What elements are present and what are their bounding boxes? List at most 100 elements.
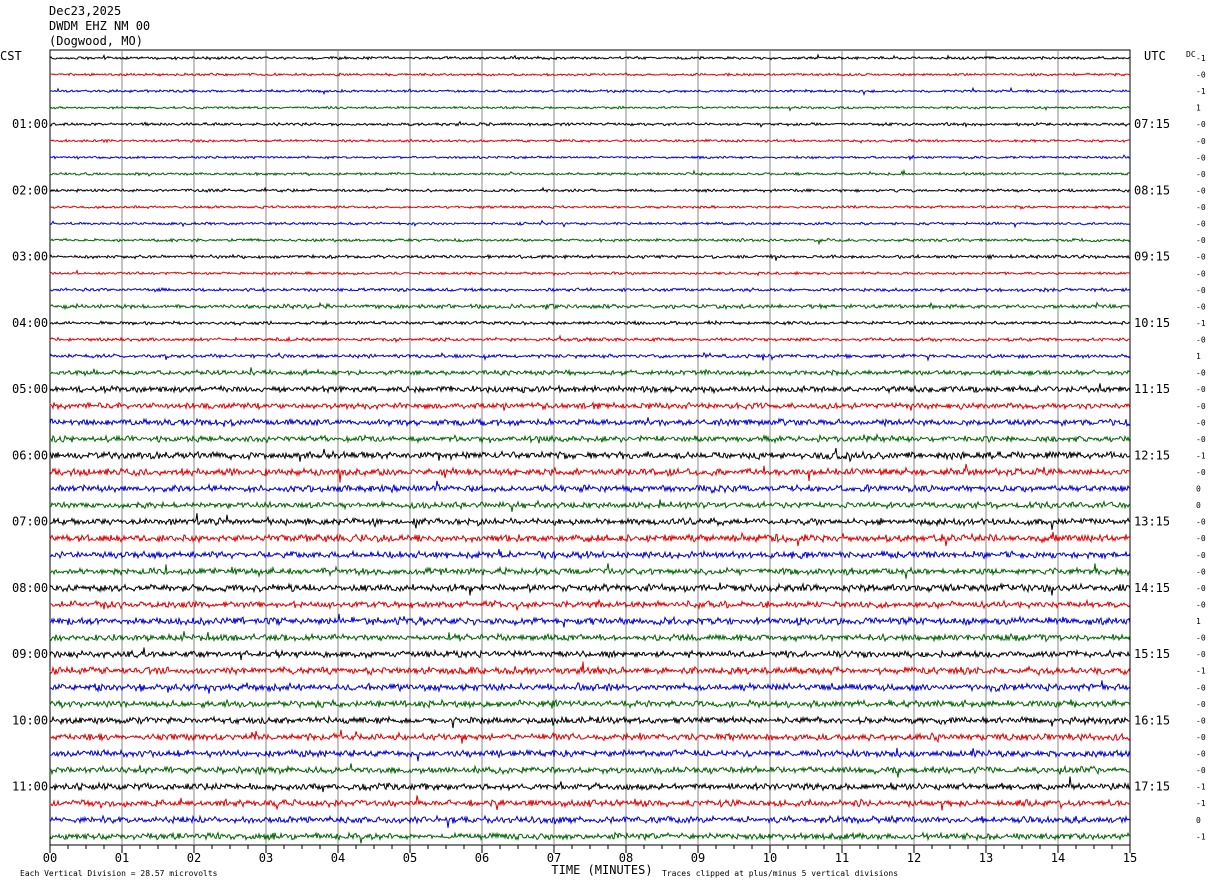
trace-line — [49, 154, 1131, 161]
dc-offset-label: -0 — [1196, 170, 1206, 179]
dc-offset-label: -0 — [1196, 750, 1206, 759]
dc-offset-label: -1 — [1196, 54, 1206, 63]
x-tick-label: 09 — [691, 851, 705, 865]
x-tick-label: 15 — [1123, 851, 1137, 865]
trace-line — [49, 680, 1131, 694]
dc-offset-label: -1 — [1196, 832, 1206, 841]
trace-line — [49, 582, 1131, 596]
trace-line — [49, 480, 1131, 495]
dc-offset-label: -0 — [1196, 137, 1206, 146]
utc-hour-label: 15:15 — [1134, 647, 1170, 661]
dc-offset-label: -0 — [1196, 336, 1206, 345]
dc-offset-label: -0 — [1196, 286, 1206, 295]
dc-offset-label: -0 — [1196, 468, 1206, 477]
cst-hour-label: 11:00 — [12, 780, 48, 794]
utc-hour-label: 11:15 — [1134, 382, 1170, 396]
utc-hour-label: 09:15 — [1134, 250, 1170, 264]
utc-hour-label: 08:15 — [1134, 183, 1170, 197]
utc-hour-label: 16:15 — [1134, 713, 1170, 727]
dc-offset-label: -0 — [1196, 369, 1206, 378]
dc-offset-label: -0 — [1196, 153, 1206, 162]
dc-offset-label: 1 — [1196, 104, 1201, 113]
utc-hour-label: 10:15 — [1134, 316, 1170, 330]
trace-line — [49, 71, 1131, 77]
trace-line — [49, 417, 1131, 428]
dc-offset-label: -0 — [1196, 766, 1206, 775]
trace-line — [49, 383, 1131, 395]
dc-offset-label: -0 — [1196, 269, 1206, 278]
trace-line — [49, 548, 1131, 561]
x-tick-label: 06 — [475, 851, 489, 865]
trace-line — [49, 237, 1131, 246]
dc-offset-label: -1 — [1196, 319, 1206, 328]
trace-line — [49, 613, 1131, 628]
utc-hour-label: 13:15 — [1134, 515, 1170, 529]
trace-line — [49, 598, 1131, 611]
dc-offset-label: -0 — [1196, 186, 1206, 195]
trace-line — [49, 647, 1131, 661]
utc-hour-label: 17:15 — [1134, 780, 1170, 794]
trace-line — [49, 168, 1131, 177]
trace-line — [49, 661, 1131, 677]
dc-offset-label: -0 — [1196, 220, 1206, 229]
trace-line — [49, 715, 1131, 729]
dc-offset-label: -0 — [1196, 584, 1206, 593]
dc-offset-label: -0 — [1196, 435, 1206, 444]
trace-line — [49, 463, 1131, 483]
dc-offset-label: -0 — [1196, 567, 1206, 576]
dc-offset-label: -0 — [1196, 551, 1206, 560]
trace-line — [49, 367, 1131, 378]
trace-line — [49, 301, 1131, 311]
trace-line — [49, 563, 1131, 579]
dc-offset-label: -0 — [1196, 683, 1206, 692]
cst-hour-label: 04:00 — [12, 316, 48, 330]
trace-line — [49, 747, 1131, 762]
trace-line — [49, 698, 1131, 710]
utc-hour-label: 14:15 — [1134, 581, 1170, 595]
cst-hour-label: 05:00 — [12, 382, 48, 396]
trace-line — [49, 204, 1131, 211]
dc-offset-label: -0 — [1196, 518, 1206, 527]
utc-hour-label: 07:15 — [1134, 117, 1170, 131]
dc-offset-label: -0 — [1196, 236, 1206, 245]
cst-hour-label: 03:00 — [12, 250, 48, 264]
x-tick-label: 07 — [547, 851, 561, 865]
x-axis-label: TIME (MINUTES) — [551, 863, 652, 877]
dc-offset-label: 0 — [1196, 816, 1201, 825]
x-tick-label: 04 — [331, 851, 345, 865]
x-tick-label: 05 — [403, 851, 417, 865]
dc-offset-label: -1 — [1196, 451, 1206, 460]
utc-axis-label: UTC — [1144, 49, 1166, 63]
x-tick-label: 11 — [835, 851, 849, 865]
trace-line — [49, 432, 1131, 445]
cst-hour-label: 08:00 — [12, 581, 48, 595]
trace-line — [49, 531, 1131, 547]
x-tick-label: 14 — [1051, 851, 1065, 865]
trace-line — [49, 513, 1131, 530]
trace-line — [49, 334, 1131, 344]
trace-line — [49, 631, 1131, 643]
location-label: (Dogwood, MO) — [49, 34, 143, 48]
dc-label: DC — [1186, 50, 1196, 59]
x-tick-label: 01 — [115, 851, 129, 865]
cst-hour-label: 07:00 — [12, 515, 48, 529]
trace-line — [49, 219, 1131, 229]
trace-line — [49, 120, 1131, 128]
trace-line — [49, 186, 1131, 194]
dc-offset-label: -0 — [1196, 418, 1206, 427]
dc-offset-label: 0 — [1196, 485, 1201, 494]
cst-hour-label: 10:00 — [12, 713, 48, 727]
trace-line — [49, 269, 1131, 277]
trace-line — [49, 729, 1131, 744]
cst-hour-label: 09:00 — [12, 647, 48, 661]
trace-line — [49, 795, 1130, 811]
x-tick-label: 03 — [259, 851, 273, 865]
x-tick-label: 08 — [619, 851, 633, 865]
dc-offset-label: -0 — [1196, 203, 1206, 212]
trace-line — [49, 447, 1131, 463]
x-tick-label: 02 — [187, 851, 201, 865]
scale-note: Each Vertical Division = 28.57 microvolt… — [20, 869, 218, 878]
x-tick-label: 12 — [907, 851, 921, 865]
dc-offset-label: -0 — [1196, 733, 1206, 742]
trace-line — [49, 401, 1131, 411]
